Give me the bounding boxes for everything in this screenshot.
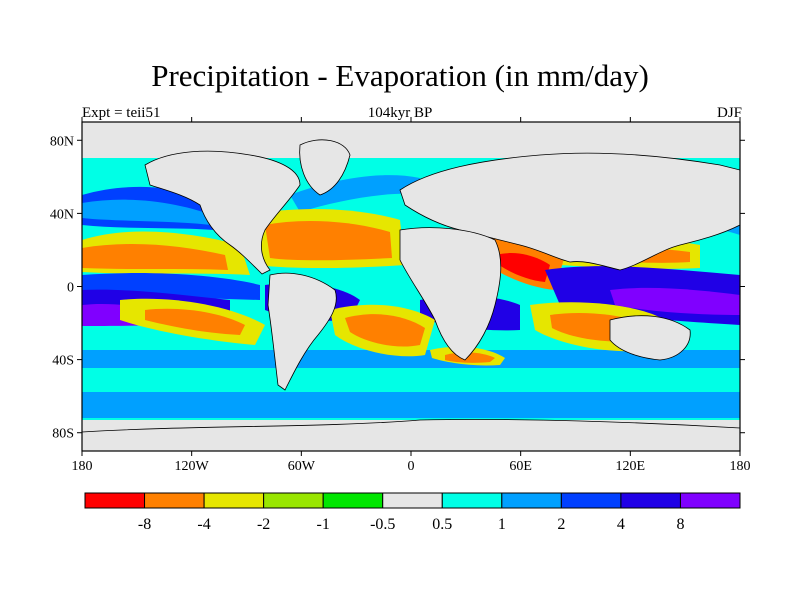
precip-evap-field bbox=[82, 122, 740, 451]
lat-tick-label: 40S bbox=[52, 354, 74, 369]
experiment-label: Expt = teii51 bbox=[82, 105, 161, 121]
lon-tick-label: 60E bbox=[509, 459, 532, 474]
colorbar-label: 1 bbox=[498, 516, 506, 533]
lon-tick-label: 120W bbox=[175, 459, 210, 474]
colorbar-label: 0.5 bbox=[432, 516, 452, 533]
lat-tick-label: 0 bbox=[67, 281, 74, 296]
southern-band-light bbox=[82, 368, 740, 392]
colorbar-swatch bbox=[560, 492, 622, 509]
longitude-ticks: 180 120W 60W 0 60E 120E 180 bbox=[72, 117, 751, 474]
arctic-region bbox=[82, 122, 740, 158]
lon-tick-label: 180 bbox=[730, 459, 751, 474]
colorbar-swatch bbox=[620, 492, 681, 509]
colorbar: -8 -4 -2 -1 -0.5 0.5 1 2 4 8 bbox=[84, 492, 741, 533]
colorbar-swatch bbox=[679, 492, 741, 509]
colorbar-swatch bbox=[263, 492, 324, 509]
colorbar-label: -4 bbox=[197, 516, 210, 533]
colorbar-swatch bbox=[501, 492, 562, 509]
continents bbox=[82, 139, 740, 451]
colorbar-swatch bbox=[144, 492, 205, 509]
season-label: DJF bbox=[716, 105, 742, 121]
lon-tick-label: 120E bbox=[616, 459, 646, 474]
colorbar-label: 2 bbox=[557, 516, 565, 533]
lon-tick-label: 0 bbox=[408, 459, 415, 474]
colorbar-swatch bbox=[382, 492, 443, 509]
period-label: 104kyr BP bbox=[367, 105, 433, 121]
map-title: Precipitation - Evaporation (in mm/day) bbox=[151, 58, 649, 93]
colorbar-label: -8 bbox=[138, 516, 151, 533]
colorbar-label: -1 bbox=[317, 516, 330, 533]
lon-tick-label: 60W bbox=[288, 459, 316, 474]
lon-tick-label: 180 bbox=[72, 459, 93, 474]
colorbar-label: 4 bbox=[617, 516, 625, 533]
colorbar-label: -0.5 bbox=[370, 516, 395, 533]
lat-tick-label: 80N bbox=[50, 134, 74, 149]
lat-tick-label: 40N bbox=[50, 207, 74, 222]
colorbar-label: 8 bbox=[676, 516, 684, 533]
colorbar-swatch bbox=[441, 492, 503, 509]
colorbar-swatch bbox=[203, 492, 265, 509]
colorbar-swatch bbox=[322, 492, 384, 509]
colorbar-swatch bbox=[84, 492, 146, 509]
lat-tick-label: 80S bbox=[52, 427, 74, 442]
colorbar-label: -2 bbox=[257, 516, 270, 533]
latitude-ticks: 80N 40N 0 40S 80S bbox=[50, 134, 745, 442]
